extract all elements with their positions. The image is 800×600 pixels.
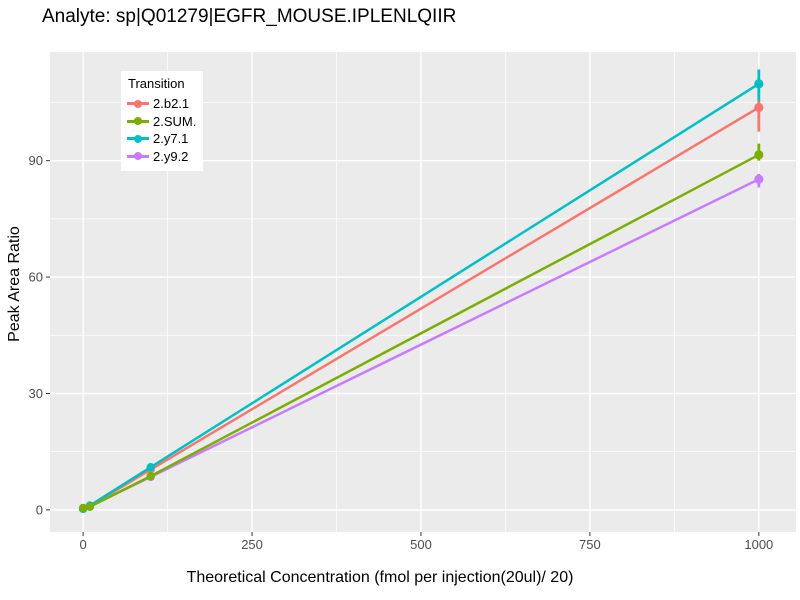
legend-item-2.b2.1: 2.b2.1 xyxy=(127,95,196,113)
legend-item-2.SUM.: 2.SUM. xyxy=(127,113,196,131)
legend-key-icon xyxy=(127,150,149,162)
y-tick-label: 0 xyxy=(36,502,43,517)
legend-label: 2.y9.2 xyxy=(153,148,189,164)
data-point-2.y7.1 xyxy=(146,462,155,472)
legend-label: 2.SUM. xyxy=(153,113,197,129)
legend-key-icon xyxy=(127,115,149,127)
legend-label: 2.y7.1 xyxy=(153,131,189,147)
x-tick-label: 250 xyxy=(241,537,263,552)
legend-item-2.y9.2: 2.y9.2 xyxy=(127,148,196,166)
legend-label: 2.b2.1 xyxy=(153,96,190,112)
data-point-2.SUM. xyxy=(78,503,88,513)
x-tick-label: 750 xyxy=(579,537,601,552)
legend-key-icon xyxy=(127,133,149,145)
y-axis-title: Peak Area Ratio xyxy=(6,226,23,342)
chart-title: Analyte: sp|Q01279|EGFR_MOUSE.IPLENLQIIR xyxy=(42,6,457,27)
legend-key-icon xyxy=(127,98,149,110)
legend-items: 2.b2.1 2.SUM. 2.y7.1 2.y9.2 xyxy=(127,95,196,165)
data-point-2.SUM. xyxy=(85,502,95,511)
data-point-2.SUM. xyxy=(754,150,764,160)
x-tick-label: 500 xyxy=(410,537,432,552)
y-tick-label: 60 xyxy=(29,270,43,285)
x-axis-title: Theoretical Concentration (fmol per inje… xyxy=(186,569,574,586)
x-tick-label: 0 xyxy=(79,537,86,552)
legend-item-2.y7.1: 2.y7.1 xyxy=(127,130,196,148)
y-tick-label: 30 xyxy=(29,386,43,401)
legend: Transition 2.b2.1 2.SUM. 2.y7.1 2.y9.2 xyxy=(121,71,204,171)
data-point-2.SUM. xyxy=(146,471,155,481)
legend-title: Transition xyxy=(128,76,185,91)
x-tick-label: 1000 xyxy=(744,537,773,552)
data-point-2.y7.1 xyxy=(754,79,764,89)
y-tick-label: 90 xyxy=(29,153,43,168)
data-point-2.y9.2 xyxy=(754,174,764,184)
data-point-2.b2.1 xyxy=(754,102,764,113)
